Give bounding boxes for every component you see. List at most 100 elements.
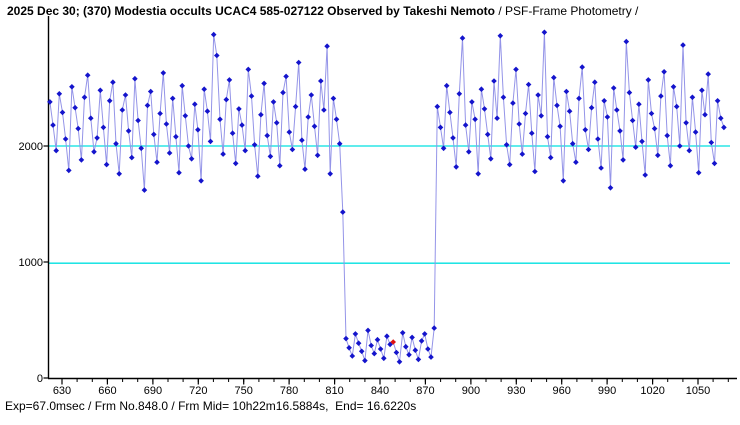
data-point [163, 121, 170, 127]
data-point [280, 89, 286, 96]
data-point [620, 157, 626, 163]
data-point [551, 74, 557, 81]
data-point [503, 142, 510, 148]
data-point [636, 101, 642, 107]
data-point [393, 349, 400, 356]
data-point [204, 108, 211, 114]
x-tick-label: 960 [553, 385, 571, 397]
data-point [264, 132, 270, 139]
data-point [450, 135, 456, 141]
data-point [481, 106, 488, 112]
data-point [434, 103, 441, 110]
data-point [554, 102, 560, 109]
data-point [214, 52, 220, 59]
data-point [277, 162, 283, 169]
data-point [658, 93, 664, 99]
data-point [525, 81, 532, 88]
data-point [72, 104, 78, 111]
data-point [119, 107, 126, 113]
data-point [195, 127, 201, 133]
data-point [421, 331, 428, 337]
data-point [702, 111, 708, 118]
data-point [56, 91, 63, 97]
data-point [198, 178, 204, 184]
data-point [169, 95, 176, 102]
data-point [283, 73, 289, 80]
data-point [573, 159, 579, 165]
data-point [428, 354, 434, 360]
data-point [220, 151, 226, 157]
data-point [340, 209, 346, 215]
data-point [721, 124, 727, 131]
chart-title-main: 2025 Dec 30; (370) Modestia occults UCAC… [7, 4, 495, 18]
chart-title: 2025 Dec 30; (370) Modestia occults UCAC… [7, 4, 638, 18]
data-point [371, 350, 378, 357]
data-point [362, 357, 368, 364]
data-point [695, 169, 702, 176]
data-point [683, 120, 689, 126]
data-point [352, 331, 359, 337]
data-point [538, 113, 544, 119]
data-point [491, 78, 497, 84]
data-point [324, 43, 330, 49]
data-point [151, 131, 157, 138]
data-point [349, 353, 356, 359]
data-point [711, 160, 718, 167]
x-tick-label: 1050 [686, 385, 710, 397]
data-point [311, 123, 318, 130]
data-point [336, 140, 343, 147]
data-point [299, 137, 305, 143]
data-point [53, 147, 59, 154]
data-point [321, 107, 327, 113]
x-tick-label: 630 [53, 385, 71, 397]
data-point [547, 154, 554, 161]
data-point [141, 187, 148, 193]
data-point [314, 152, 321, 159]
data-point [302, 166, 308, 172]
data-point [132, 75, 138, 82]
data-point [705, 71, 711, 77]
data-point [440, 145, 447, 152]
data-point [210, 31, 217, 38]
data-point [629, 117, 636, 124]
chart-title-method: / PSF-Frame Photometry / [495, 4, 639, 18]
data-point [478, 86, 485, 92]
data-point [217, 116, 223, 123]
data-point [506, 161, 513, 168]
data-point [447, 109, 453, 116]
data-point [59, 109, 66, 116]
data-point [229, 130, 236, 136]
y-tick-label: 0 [37, 373, 43, 385]
data-point [377, 346, 384, 352]
data-point [673, 103, 680, 110]
data-point [308, 92, 315, 98]
data-point [399, 330, 406, 336]
data-point [425, 346, 431, 352]
data-point [563, 88, 570, 95]
data-point [626, 89, 633, 96]
data-point [318, 78, 324, 84]
data-point [516, 121, 522, 127]
data-point [327, 171, 333, 177]
data-point [138, 145, 144, 152]
data-point [100, 124, 107, 131]
data-point [69, 84, 75, 90]
data-point [513, 66, 519, 73]
data-point [576, 95, 582, 102]
data-point [519, 151, 526, 157]
data-point [607, 185, 614, 191]
data-point [381, 355, 387, 362]
x-tick-label: 720 [189, 385, 207, 397]
x-tick-label: 690 [144, 385, 162, 397]
data-point [103, 161, 110, 168]
data-point [614, 107, 620, 113]
data-point [532, 168, 538, 175]
data-point [522, 110, 529, 117]
data-point [330, 95, 337, 102]
data-point [84, 72, 91, 78]
data-point [598, 165, 604, 171]
data-point [488, 156, 494, 162]
data-point [472, 116, 478, 123]
data-point [144, 102, 151, 109]
